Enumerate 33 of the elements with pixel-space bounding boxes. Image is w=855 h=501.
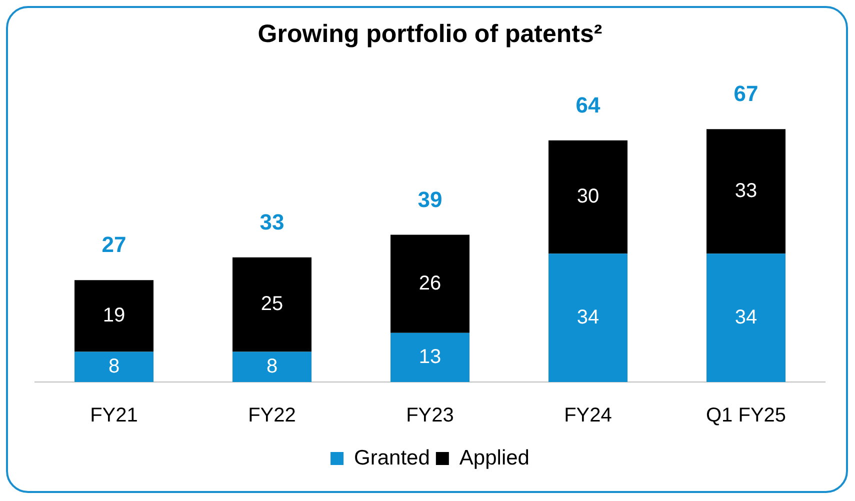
data-label: 26	[418, 272, 442, 294]
x-tick-label: FY22	[248, 404, 296, 427]
bar	[548, 140, 628, 254]
bar	[74, 352, 154, 382]
bar	[74, 280, 154, 352]
bar	[390, 332, 470, 382]
total-label: 64	[576, 92, 601, 118]
total-label: 33	[260, 209, 284, 234]
data-label: 34	[576, 306, 600, 328]
total-label: 39	[418, 186, 442, 212]
data-label: 25	[260, 293, 284, 316]
chart-title: Growing portfolio of patents²	[258, 20, 602, 48]
x-tick-label: Q1 FY25	[706, 404, 786, 427]
bar	[706, 129, 786, 254]
total-label: 27	[102, 232, 126, 258]
bar	[232, 257, 312, 352]
data-label: 30	[576, 186, 600, 208]
data-label: 34	[734, 306, 758, 328]
data-label: 33	[734, 180, 758, 202]
x-tick-label: FY21	[90, 404, 138, 427]
legend-label: Applied	[459, 446, 530, 470]
data-label: 19	[102, 304, 126, 326]
x-tick-label: FY23	[406, 404, 454, 427]
bar	[232, 352, 312, 382]
bar	[706, 254, 786, 382]
x-tick-label: FY24	[564, 404, 612, 427]
data-label: 8	[266, 355, 278, 378]
bar	[390, 234, 470, 333]
data-label: 13	[418, 346, 442, 368]
total-label: 67	[734, 81, 758, 106]
bar	[548, 254, 628, 382]
data-label: 8	[108, 355, 120, 378]
legend-label: Granted	[354, 446, 430, 470]
